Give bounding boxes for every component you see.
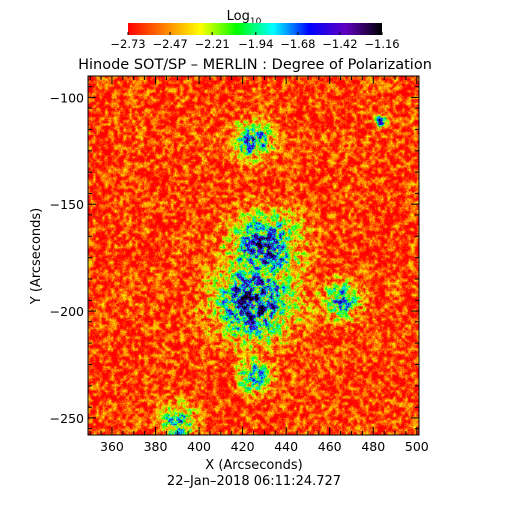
x-tick-label: 440	[274, 439, 298, 454]
y-axis-label: Y (Arcseconds)	[29, 208, 44, 305]
colorbar-tick-label: −1.42	[322, 37, 357, 51]
x-axis-label: X (Arcseconds)	[205, 458, 302, 473]
heatmap-image	[88, 76, 419, 435]
colorbar-tick-label: −2.73	[110, 37, 145, 51]
x-axis: 360 380 400 420 440 460 480 500	[89, 76, 429, 454]
colorbar-tick-label: −1.68	[280, 37, 315, 51]
heatmap-raster	[88, 76, 419, 435]
x-tick-label: 380	[144, 439, 168, 454]
timestamp: 22–Jan–2018 06:11:24.727	[167, 474, 341, 489]
colorbar-title: Log10	[227, 9, 262, 27]
x-tick-label: 480	[361, 439, 385, 454]
y-tick-label: −100	[50, 90, 84, 105]
x-tick-label: 420	[231, 439, 255, 454]
colorbar-tick-label: −1.16	[364, 37, 399, 51]
y-axis: −100 −150 −200 −250	[50, 86, 419, 430]
x-tick-label: 500	[405, 439, 429, 454]
y-tick-label: −250	[50, 411, 84, 426]
x-tick-label: 460	[318, 439, 342, 454]
x-tick-label: 360	[100, 439, 124, 454]
y-tick-label: −200	[50, 304, 84, 319]
colorbar-tick-label: −1.94	[238, 37, 273, 51]
y-tick-label: −150	[50, 197, 84, 212]
colorbar-tick-label: −2.47	[152, 37, 187, 51]
colorbar-gradient	[128, 23, 382, 35]
colorbar-tick-label: −2.21	[195, 37, 230, 51]
x-tick-label: 400	[187, 439, 211, 454]
chart-title: Hinode SOT/SP – MERLIN : Degree of Polar…	[78, 57, 432, 73]
colorbar: Log10 −2.73 −2.47 −2.21 −1.94 −1.68 −1.42 −1.1…	[110, 9, 399, 51]
colorbar-ticks: −2.73 −2.47 −2.21 −1.94 −1.68 −1.42 −1.16	[110, 32, 400, 51]
